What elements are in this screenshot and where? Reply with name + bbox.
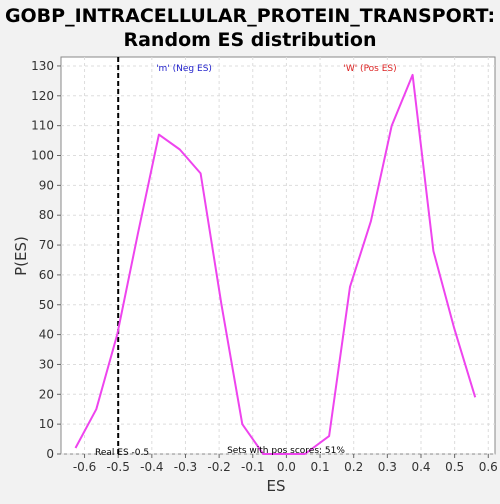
y-tick-label: 30 (39, 357, 54, 371)
y-tick-label: 60 (39, 268, 54, 282)
y-tick-label: 110 (31, 119, 54, 133)
y-tick-label: 0 (46, 447, 54, 461)
y-tick-label: 10 (39, 417, 54, 431)
x-tick-label: -0.4 (140, 460, 163, 474)
x-tick-label: 0.1 (311, 460, 330, 474)
y-tick-label: 120 (31, 89, 54, 103)
y-tick-label: 80 (39, 208, 54, 222)
x-tick-label: 0.4 (411, 460, 430, 474)
neg-es-annotation: 'm' (Neg ES) (156, 64, 212, 74)
x-tick-label: -0.3 (174, 460, 197, 474)
x-tick-label: 0.2 (344, 460, 363, 474)
y-tick-label: 50 (39, 298, 54, 312)
pos-sets-annotation: Sets with pos scores: 51% (227, 446, 345, 456)
y-tick-label: 20 (39, 387, 54, 401)
x-tick-label: -0.5 (106, 460, 129, 474)
y-tick-label: 100 (31, 149, 54, 163)
x-tick-label: -0.6 (73, 460, 96, 474)
chart-subtitle: Random ES distribution (123, 29, 376, 51)
x-tick-label: 0.3 (378, 460, 397, 474)
y-tick-label: 70 (39, 238, 54, 252)
pos-es-annotation: 'W' (Pos ES) (343, 64, 396, 74)
x-tick-label: -0.2 (207, 460, 230, 474)
x-tick-label: 0.0 (277, 460, 296, 474)
y-tick-label: 40 (39, 328, 54, 342)
y-axis-label: P(ES) (12, 236, 30, 276)
y-tick-label: 130 (31, 59, 54, 73)
x-tick-label: 0.5 (445, 460, 464, 474)
x-axis-label: ES (267, 477, 286, 495)
real-es-annotation: Real ES -0.5 (95, 448, 149, 458)
x-tick-label: -0.1 (241, 460, 264, 474)
chart-title: GOBP_INTRACELLULAR_PROTEIN_TRANSPORT: (5, 5, 495, 27)
y-tick-label: 90 (39, 178, 54, 192)
x-tick-label: 0.6 (479, 460, 498, 474)
